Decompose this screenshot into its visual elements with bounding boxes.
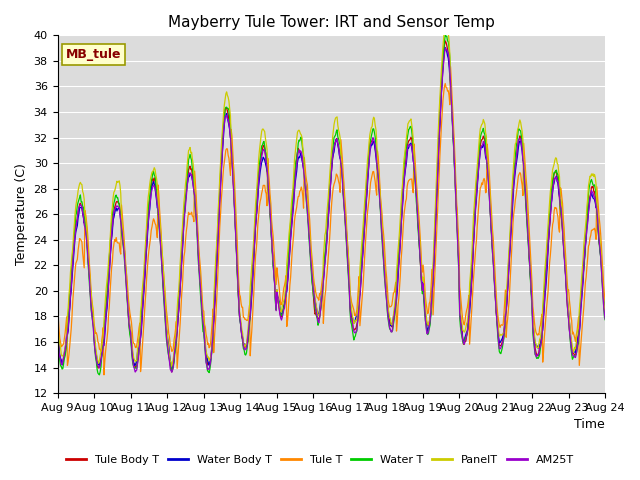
Text: MB_tule: MB_tule	[66, 48, 121, 61]
X-axis label: Time: Time	[575, 419, 605, 432]
Title: Mayberry Tule Tower: IRT and Sensor Temp: Mayberry Tule Tower: IRT and Sensor Temp	[168, 15, 495, 30]
Y-axis label: Temperature (C): Temperature (C)	[15, 163, 28, 265]
Legend: Tule Body T, Water Body T, Tule T, Water T, PanelT, AM25T: Tule Body T, Water Body T, Tule T, Water…	[62, 451, 578, 469]
